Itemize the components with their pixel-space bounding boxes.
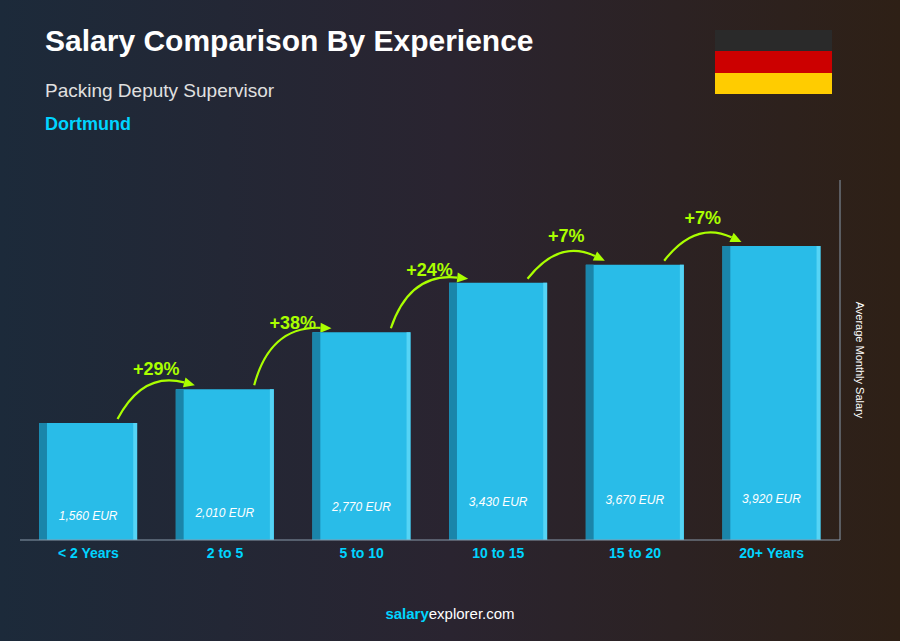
svg-text:+38%: +38% bbox=[270, 313, 317, 333]
svg-text:Average Monthly Salary: Average Monthly Salary bbox=[854, 302, 866, 419]
svg-text:3,920 EUR: 3,920 EUR bbox=[742, 492, 801, 506]
svg-text:2,770 EUR: 2,770 EUR bbox=[331, 500, 391, 514]
html-text:Salary Comparison By Experienc: Salary Comparison By Experience bbox=[45, 24, 534, 57]
svg-text:10 to 15: 10 to 15 bbox=[472, 545, 524, 561]
svg-text:2 to 5: 2 to 5 bbox=[207, 545, 244, 561]
svg-text:3,430 EUR: 3,430 EUR bbox=[469, 495, 528, 509]
svg-text:1,560 EUR: 1,560 EUR bbox=[59, 509, 118, 523]
svg-text:15 to 20: 15 to 20 bbox=[609, 545, 661, 561]
svg-text:3,670 EUR: 3,670 EUR bbox=[605, 493, 664, 507]
svg-text:+29%: +29% bbox=[133, 359, 180, 379]
svg-text:5 to 10: 5 to 10 bbox=[339, 545, 384, 561]
svg-text:< 2 Years: < 2 Years bbox=[58, 545, 119, 561]
svg-text:2,010 EUR: 2,010 EUR bbox=[194, 506, 254, 520]
html-text:Dortmund: Dortmund bbox=[45, 114, 131, 134]
svg-text:20+ Years: 20+ Years bbox=[739, 545, 804, 561]
svg-text:+7%: +7% bbox=[548, 226, 585, 246]
html-text:Packing Deputy Supervisor: Packing Deputy Supervisor bbox=[45, 80, 275, 101]
html-text:salary explorer.com: salary explorer.com bbox=[385, 605, 515, 622]
svg-text:+24%: +24% bbox=[406, 260, 453, 280]
svg-text:+7%: +7% bbox=[685, 208, 722, 228]
